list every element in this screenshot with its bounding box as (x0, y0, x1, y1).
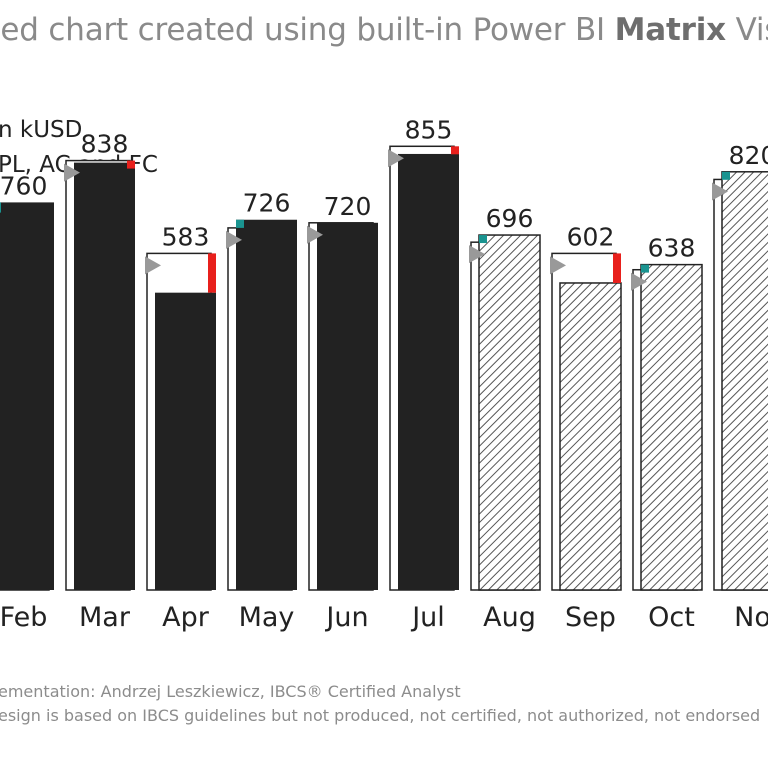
title-bold: Matrix (614, 12, 726, 48)
plan-marker (145, 256, 161, 275)
negative-variance-marker (208, 253, 216, 293)
positive-variance-marker (236, 219, 244, 228)
category-label: Jul (410, 602, 445, 633)
plan-marker (226, 230, 242, 249)
plan-marker (469, 245, 485, 264)
negative-variance-marker (451, 146, 459, 155)
category-label: Aug (483, 602, 536, 633)
positive-variance-marker (722, 171, 730, 180)
actual-bar (155, 292, 216, 590)
actual-bar (317, 222, 378, 591)
category-label: Sep (565, 602, 616, 633)
plan-marker (64, 163, 80, 182)
plan-marker (388, 149, 404, 168)
value-label: 760 (0, 171, 47, 200)
value-label: 583 (162, 222, 210, 251)
category-label: Apr (162, 602, 210, 633)
value-label: 720 (324, 192, 372, 221)
positive-variance-marker (0, 202, 1, 213)
category-label: Oct (648, 602, 695, 633)
value-label: 726 (243, 189, 291, 218)
forecast-bar (640, 263, 703, 591)
category-label: Mar (79, 602, 131, 633)
positive-variance-marker (641, 264, 649, 273)
forecast-bar (559, 282, 622, 591)
value-label: 602 (567, 222, 615, 251)
forecast-bar (478, 234, 541, 591)
value-label: 838 (81, 130, 129, 159)
plan-marker (307, 225, 323, 244)
category-label: May (239, 602, 295, 633)
title-suffix: Vis (735, 12, 768, 48)
title-prefix: led chart created using built-in Power B… (0, 12, 615, 48)
value-label: 855 (405, 115, 453, 144)
plan-marker (550, 256, 566, 275)
value-label: 696 (486, 204, 534, 233)
category-label: Jun (324, 602, 368, 633)
forecast-bar (721, 171, 768, 591)
actual-bar (236, 219, 297, 591)
negative-variance-marker (613, 253, 621, 283)
category-label: Feb (0, 602, 47, 633)
actual-bar (398, 153, 459, 590)
subtitle-unit: n kUSD (0, 117, 83, 143)
negative-variance-marker (127, 160, 135, 169)
actual-bar (0, 202, 54, 590)
footer-credit: ementation: Andrzej Leszkiewicz, IBCS® C… (0, 682, 461, 701)
actual-bar (74, 162, 135, 590)
category-label: No (734, 602, 768, 633)
plan-marker (712, 182, 728, 201)
footer-disclaimer: esign is based on IBCS guidelines but no… (0, 706, 761, 725)
value-label: 820 (729, 141, 768, 170)
positive-variance-marker (479, 235, 487, 244)
value-label: 638 (648, 234, 696, 263)
chart-title: led chart created using built-in Power B… (0, 12, 768, 48)
plan-marker (631, 272, 647, 291)
